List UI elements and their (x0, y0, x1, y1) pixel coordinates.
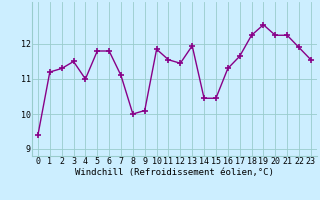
X-axis label: Windchill (Refroidissement éolien,°C): Windchill (Refroidissement éolien,°C) (75, 168, 274, 177)
